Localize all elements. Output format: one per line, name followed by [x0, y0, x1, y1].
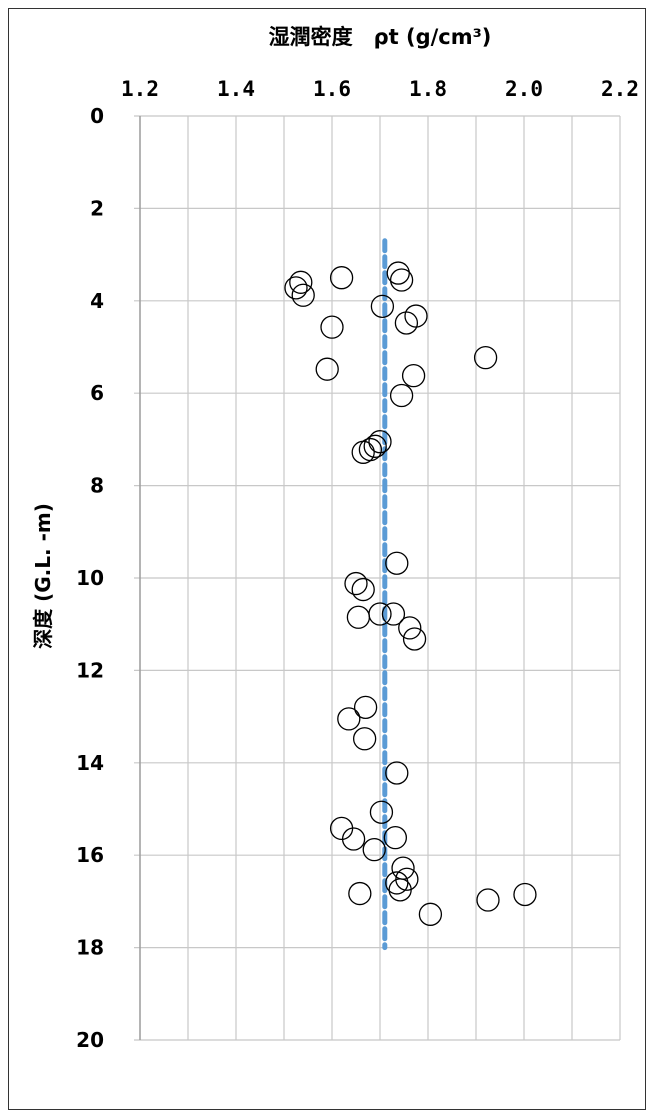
data-point	[344, 571, 368, 596]
data-point	[337, 707, 361, 731]
y-tick-label: 12	[76, 658, 104, 682]
x-tick-label: 1.6	[313, 77, 351, 101]
data-point	[418, 902, 443, 926]
data-point	[353, 695, 378, 720]
data-points	[284, 261, 537, 926]
data-point	[401, 363, 426, 388]
x-tick-label: 1.2	[121, 77, 159, 101]
y-tick-label: 8	[90, 474, 104, 498]
data-point	[315, 357, 339, 381]
data-point	[385, 761, 409, 785]
y-tick-label: 18	[76, 936, 104, 960]
data-point	[394, 311, 419, 335]
data-point	[291, 283, 315, 307]
data-point	[289, 270, 313, 294]
y-tick-label: 16	[76, 843, 104, 867]
y-tick-label: 2	[90, 196, 104, 220]
x-tick-label: 1.4	[217, 77, 255, 101]
data-point	[341, 827, 366, 851]
data-point	[476, 888, 500, 912]
data-point	[348, 881, 372, 906]
y-tick-label: 4	[90, 289, 104, 313]
data-point	[388, 878, 412, 902]
data-point	[284, 276, 308, 300]
x-tick-label: 1.8	[409, 77, 447, 101]
data-point	[329, 266, 354, 290]
y-tick-label: 10	[76, 566, 104, 590]
chart-frame	[8, 8, 646, 1110]
data-point	[398, 616, 422, 640]
data-point	[513, 882, 537, 907]
y-axis-label: 深度 (G.L. -m)	[31, 503, 55, 649]
data-point	[369, 800, 394, 824]
data-point	[402, 627, 427, 651]
x-tick-labels: 1.2 1.4 1.6 1.8 2.0 2.2	[121, 77, 639, 101]
data-point	[352, 727, 377, 751]
data-point	[385, 551, 409, 575]
grid	[134, 115, 621, 1041]
x-tick-label: 2.0	[505, 77, 543, 101]
y-tick-label: 20	[76, 1028, 104, 1052]
data-point	[362, 838, 386, 862]
data-point	[346, 605, 371, 629]
data-point	[404, 304, 428, 328]
chart-title: 湿潤密度 ρt (g/cm³)	[269, 25, 492, 49]
data-point	[473, 345, 498, 370]
data-point	[385, 871, 409, 895]
data-point	[389, 383, 414, 408]
x-tick-label: 2.2	[601, 77, 639, 101]
data-point	[368, 430, 392, 454]
data-point	[351, 577, 375, 602]
y-tick-labels: 0 2 4 6 8 10 12 14 16 18 20	[76, 104, 104, 1052]
data-point	[391, 856, 415, 880]
data-point	[389, 268, 414, 292]
data-point	[363, 434, 387, 458]
y-tick-label: 14	[76, 751, 104, 775]
data-point	[351, 440, 375, 464]
y-tick-label: 0	[90, 104, 104, 128]
y-tick-label: 6	[90, 381, 104, 405]
data-point	[383, 825, 408, 850]
data-point	[320, 315, 344, 339]
data-point	[386, 261, 410, 285]
data-point	[381, 602, 406, 626]
data-point	[370, 294, 395, 318]
